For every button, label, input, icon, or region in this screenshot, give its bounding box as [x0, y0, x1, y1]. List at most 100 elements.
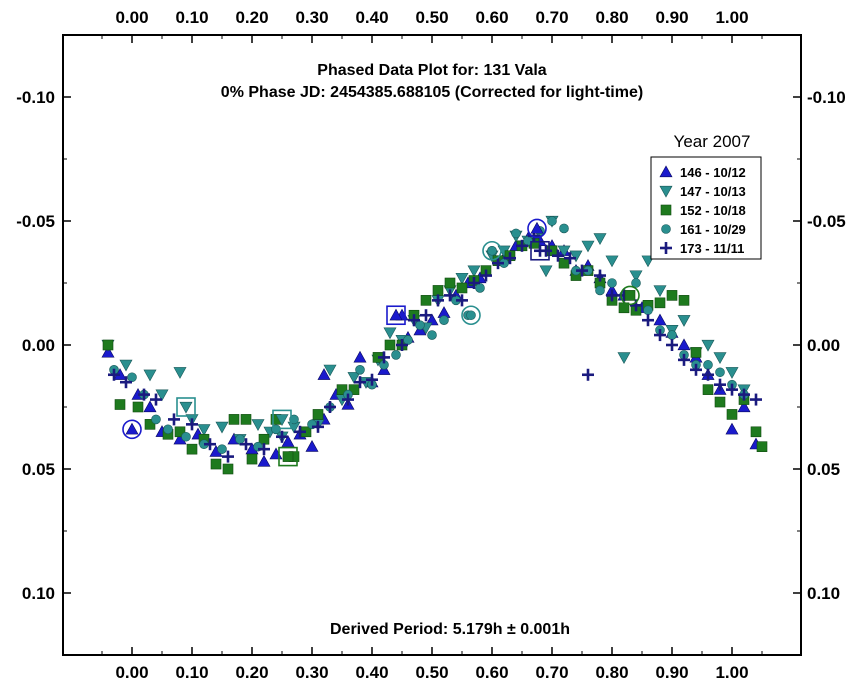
x-tick-label-top: 0.20 [235, 8, 268, 27]
data-point [666, 290, 678, 301]
data-point [240, 438, 252, 451]
highlighted-point [487, 245, 497, 256]
data-point [366, 373, 378, 386]
data-point [475, 283, 485, 293]
x-tick-label-bottom: 0.80 [595, 663, 628, 682]
x-tick-label-top: 0.90 [655, 8, 688, 27]
x-tick-label-bottom: 0.40 [355, 663, 388, 682]
data-point [715, 367, 725, 378]
y-tick-label-left: 0.00 [22, 336, 55, 355]
data-point [197, 424, 211, 436]
data-point [750, 426, 762, 438]
data-point [186, 443, 198, 455]
data-point [467, 265, 481, 278]
data-point [677, 338, 691, 351]
data-point [217, 444, 227, 454]
x-tick-label-top: 0.10 [175, 8, 208, 27]
highlighted-point [466, 310, 476, 321]
data-point [642, 314, 654, 327]
y-tick-label-right: 0.10 [807, 584, 840, 603]
data-point [629, 270, 643, 283]
data-point [143, 369, 157, 382]
data-point [258, 443, 270, 456]
highlight-ring-circle [122, 419, 142, 440]
data-point [605, 255, 619, 268]
data-point [119, 359, 133, 372]
data-point [420, 309, 432, 322]
data-point [557, 245, 571, 258]
data-point [396, 339, 408, 351]
highlighted-point [624, 290, 636, 301]
data-point [582, 368, 594, 381]
data-point [425, 313, 439, 326]
x-tick-label-top: 0.70 [535, 8, 568, 27]
data-point [576, 264, 588, 277]
data-point [516, 239, 528, 252]
data-point [511, 228, 521, 239]
data-point [101, 345, 115, 358]
data-point [138, 388, 150, 401]
data-point [276, 430, 288, 443]
x-tick-label-top: 0.40 [355, 8, 388, 27]
legend-title: Year 2007 [674, 132, 751, 151]
y-tick-label-left: 0.05 [22, 460, 55, 479]
data-point [677, 315, 691, 327]
x-tick-label-bottom: 0.00 [115, 663, 148, 682]
data-point [204, 438, 216, 451]
highlight-ring-circle [620, 285, 640, 306]
data-point [643, 305, 653, 316]
data-point [564, 252, 576, 265]
x-tick-label-top: 0.30 [295, 8, 328, 27]
data-point [468, 277, 480, 289]
data-point [504, 252, 516, 265]
data-point [174, 426, 186, 438]
legend-marker [659, 185, 673, 198]
data-point [403, 335, 413, 345]
data-point [456, 282, 468, 294]
data-point [631, 278, 641, 288]
data-point [305, 440, 319, 452]
data-point [132, 401, 144, 413]
data-point [127, 372, 137, 383]
legend-entry-label: 146 - 10/12 [680, 165, 746, 180]
data-point [559, 223, 569, 234]
data-point [725, 422, 739, 435]
legend: Year 2007 146 - 10/12 147 - 10/13 152 - 10… [650, 132, 762, 260]
data-point [173, 367, 187, 379]
highlighted-point [275, 414, 289, 427]
highlighted-point [179, 401, 193, 414]
y-tick-label-left: 0.10 [22, 584, 55, 603]
highlight-ring-square [386, 305, 406, 326]
y-tick-label-right: -0.10 [807, 88, 846, 107]
data-point [547, 216, 557, 226]
legend-entry-label: 147 - 10/13 [680, 184, 746, 199]
data-point [228, 414, 240, 425]
data-point [355, 364, 365, 375]
series-5 [108, 229, 762, 463]
x-tick-label-bottom: 1.00 [715, 663, 748, 682]
data-point [654, 329, 666, 342]
data-point [144, 419, 156, 430]
y-tick-label-right: 0.00 [807, 336, 840, 355]
data-point [552, 249, 564, 262]
data-point [163, 424, 173, 435]
x-tick-label-bottom: 0.10 [175, 663, 208, 682]
data-point [726, 409, 738, 420]
data-point [222, 463, 234, 475]
chart-subtitle: 0% Phase JD: 2454385.688105 (Corrected f… [221, 84, 643, 101]
data-point [713, 352, 727, 365]
data-point [703, 360, 713, 370]
data-point [653, 285, 667, 298]
data-point [347, 372, 361, 384]
data-point [210, 458, 222, 470]
highlight-ring-circle [527, 218, 547, 239]
data-point [594, 269, 606, 282]
data-point [593, 233, 607, 245]
data-point [102, 339, 114, 351]
x-tick-label-bottom: 0.90 [655, 663, 688, 682]
data-point [444, 277, 456, 289]
x-tick-label-top: 0.80 [595, 8, 628, 27]
highlight-ring-square [278, 446, 298, 467]
data-point [690, 363, 702, 376]
